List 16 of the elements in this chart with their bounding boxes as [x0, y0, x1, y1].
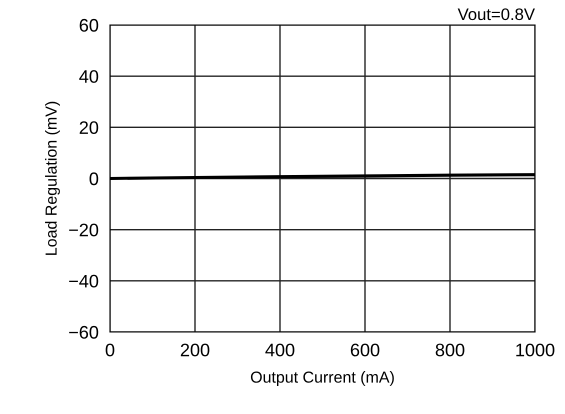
x-tick-label: 600 [350, 344, 380, 356]
y-axis-title: Load Regulation (mV) [45, 102, 60, 255]
y-tick-label: −20 [69, 224, 98, 236]
x-tick-label: 0 [106, 344, 114, 356]
x-tick-label: 200 [180, 344, 210, 356]
x-tick-label: 800 [436, 344, 464, 356]
x-tick-label: 1000 [516, 344, 554, 356]
y-tick-label: 60 [80, 18, 98, 32]
y-tick-label: 0 [90, 172, 98, 186]
x-tick-label: 400 [265, 344, 294, 356]
y-tick-label: 20 [80, 121, 98, 134]
y-tick-label: 40 [79, 70, 98, 83]
text: Vout=0.8V [458, 8, 535, 20]
x-axis-title: Output Current (mA) [250, 371, 394, 386]
y-tick-label: −60 [69, 326, 98, 339]
y-tick-label: −40 [69, 274, 98, 288]
